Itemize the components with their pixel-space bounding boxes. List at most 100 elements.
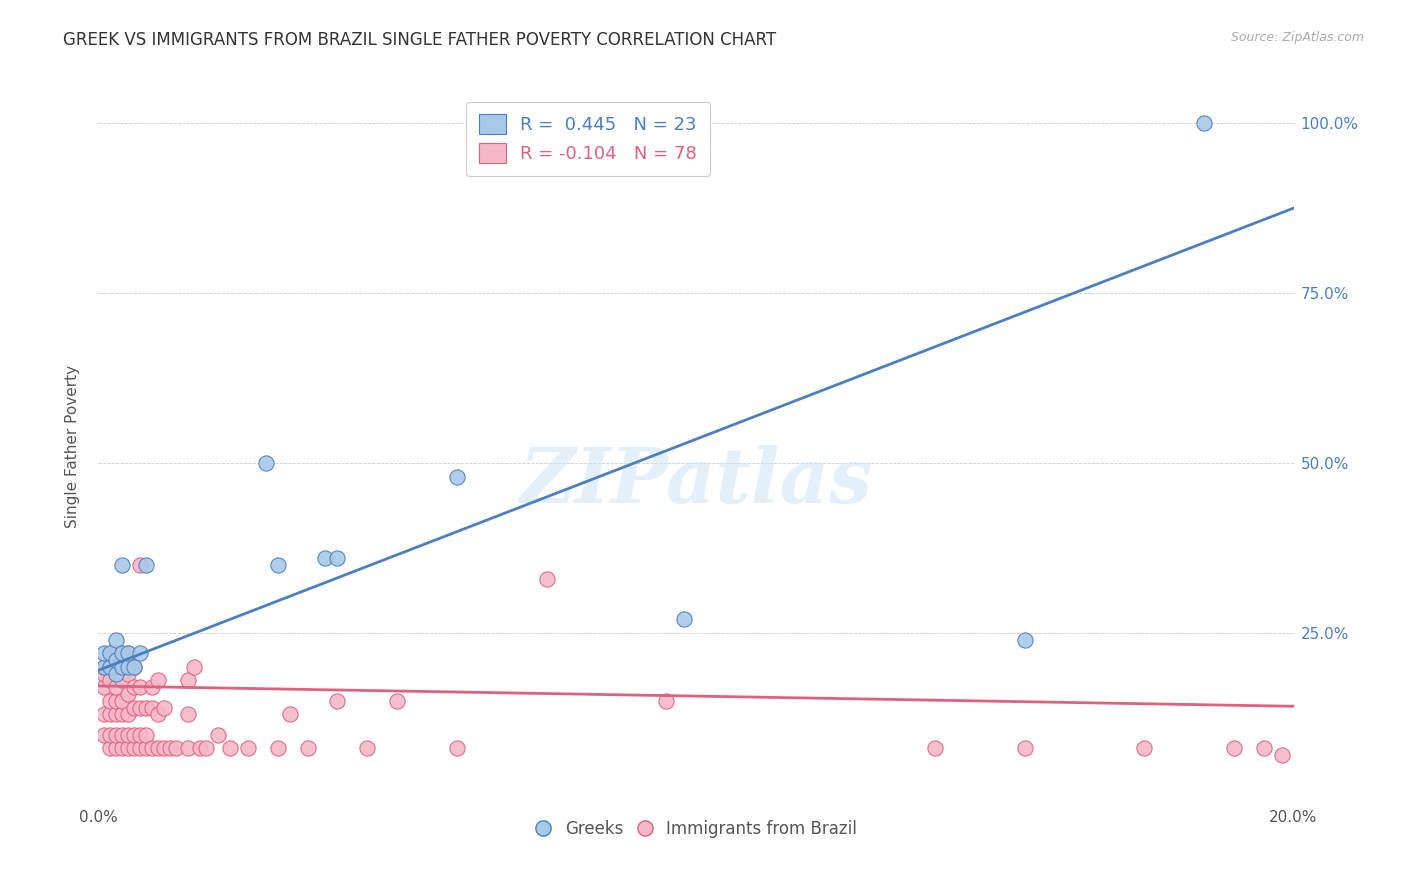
Point [326,551,349,566]
Point [446,469,468,483]
Point [98,728,122,742]
Point [105,728,128,742]
Point [148,673,170,688]
Point [98,660,122,674]
Point [93,646,115,660]
Point [1192,116,1215,130]
Point [188,741,211,756]
Point [117,646,139,660]
Point [236,741,259,756]
Point [195,741,218,756]
Point [105,632,128,647]
Point [655,694,678,708]
Point [159,741,181,756]
Point [135,741,157,756]
Legend: Greeks, Immigrants from Brazil: Greeks, Immigrants from Brazil [529,814,863,845]
Point [111,660,134,674]
Point [124,728,146,742]
Point [105,680,128,694]
Point [254,456,277,470]
Point [1014,741,1036,756]
Point [93,707,115,722]
Point [93,660,115,674]
Point [98,673,122,688]
Point [117,707,139,722]
Point [165,741,187,756]
Point [673,612,696,626]
Point [98,694,122,708]
Point [129,741,152,756]
Point [111,673,134,688]
Point [111,694,134,708]
Point [177,707,200,722]
Point [105,707,128,722]
Point [135,728,157,742]
Point [93,680,115,694]
Point [219,741,242,756]
Point [385,694,409,708]
Point [98,741,122,756]
Point [297,741,319,756]
Point [111,741,134,756]
Point [117,666,139,681]
Point [153,741,176,756]
Point [141,741,163,756]
Point [98,646,122,660]
Point [117,741,139,756]
Point [183,660,205,674]
Point [1133,741,1156,756]
Point [124,660,146,674]
Point [177,741,200,756]
Point [177,673,200,688]
Point [141,700,163,714]
Point [93,728,115,742]
Point [117,646,139,660]
Point [111,660,134,674]
Point [124,741,146,756]
Point [98,646,122,660]
Point [124,700,146,714]
Point [105,741,128,756]
Point [207,728,229,742]
Point [98,660,122,674]
Point [111,707,134,722]
Text: GREEK VS IMMIGRANTS FROM BRAZIL SINGLE FATHER POVERTY CORRELATION CHART: GREEK VS IMMIGRANTS FROM BRAZIL SINGLE F… [63,31,776,49]
Point [267,741,290,756]
Point [117,728,139,742]
Point [111,558,134,572]
Point [117,660,139,674]
Point [129,646,152,660]
Point [129,728,152,742]
Point [135,700,157,714]
Point [117,687,139,701]
Point [111,728,134,742]
Point [148,707,170,722]
Point [93,660,115,674]
Point [111,646,134,660]
Point [135,558,157,572]
Point [267,558,290,572]
Point [1223,741,1246,756]
Point [1253,741,1275,756]
Point [356,741,378,756]
Text: ZIPatlas: ZIPatlas [519,445,873,518]
Point [148,741,170,756]
Point [105,694,128,708]
Point [326,694,349,708]
Point [446,741,468,756]
Point [124,660,146,674]
Text: Source: ZipAtlas.com: Source: ZipAtlas.com [1230,31,1364,45]
Point [98,707,122,722]
Point [536,572,558,586]
Point [153,700,176,714]
Point [1271,748,1294,763]
Y-axis label: Single Father Poverty: Single Father Poverty [65,365,80,527]
Point [315,551,337,566]
Point [105,660,128,674]
Point [129,558,152,572]
Point [105,646,128,660]
Point [141,680,163,694]
Point [1014,632,1036,647]
Point [278,707,301,722]
Point [924,741,946,756]
